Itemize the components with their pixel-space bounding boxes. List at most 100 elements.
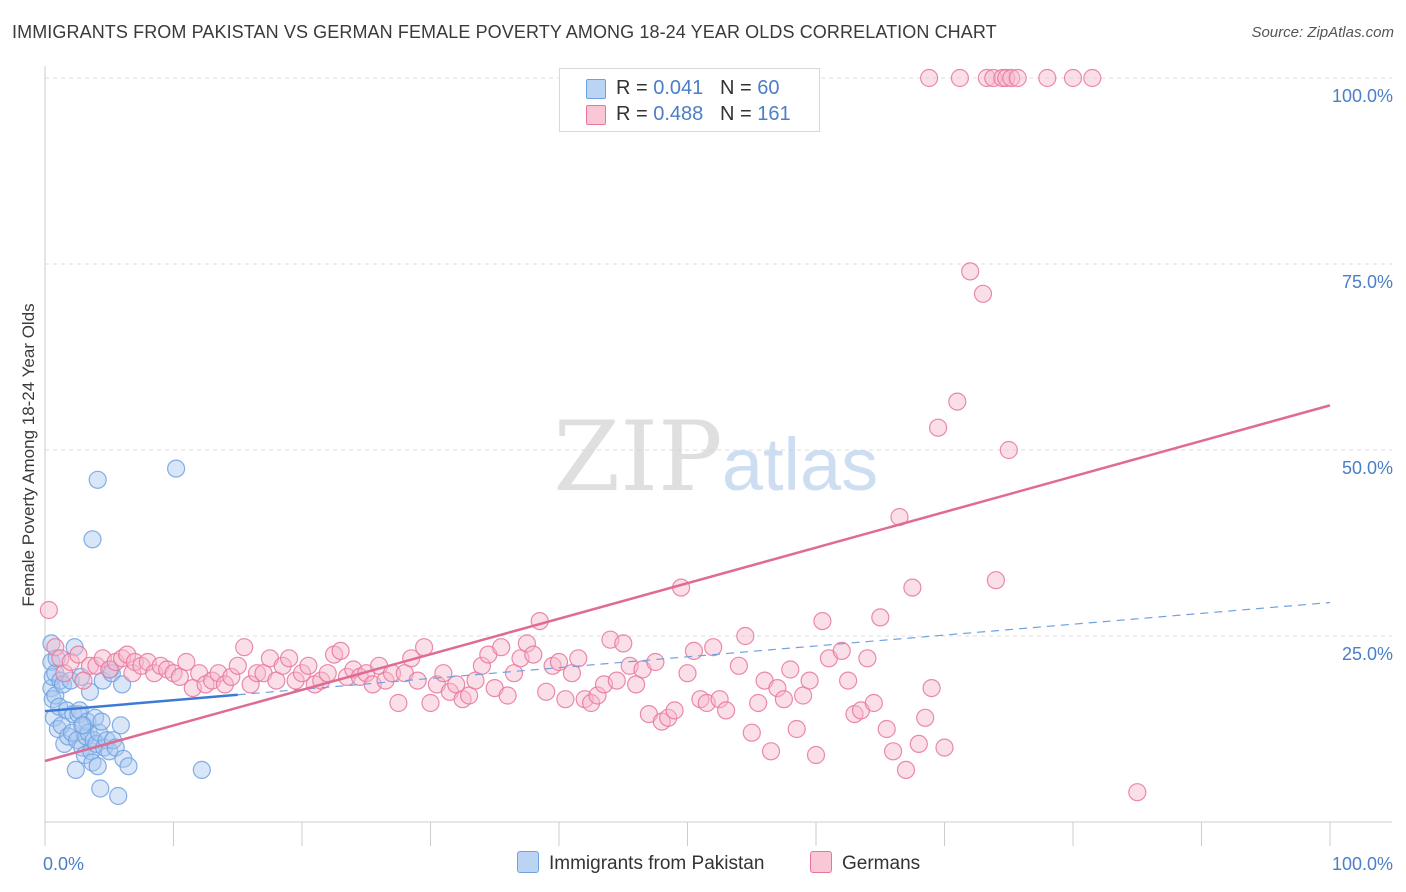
- point-germans-78: [530, 611, 549, 631]
- n-value-germans: 161: [757, 103, 791, 125]
- y-tick-label-50: 50.0%: [1342, 458, 1393, 478]
- trend-line-germans: [44, 404, 1331, 763]
- data-points: [39, 68, 1147, 806]
- axis-labels: 25.0% 50.0% 75.0% 100.0% 0.0% 100.0%: [43, 86, 1393, 874]
- point-germans-146: [919, 68, 939, 88]
- point-pakistan-38: [88, 757, 107, 776]
- grid-lines: [45, 77, 1392, 637]
- point-germans-81: [549, 652, 569, 672]
- point-germans-30: [222, 667, 241, 687]
- point-germans-13: [118, 645, 137, 664]
- point-pakistan-21: [66, 760, 85, 780]
- point-germans-147: [950, 68, 970, 88]
- point-germans-79: [537, 682, 556, 701]
- point-germans-23: [177, 652, 196, 672]
- n-value-pakistan: 60: [757, 77, 780, 99]
- point-germans-72: [492, 638, 511, 657]
- r-value-germans: 0.488: [653, 103, 704, 125]
- point-germans-0: [39, 600, 59, 620]
- point-germans-98: [659, 708, 678, 727]
- point-germans-4: [61, 652, 80, 672]
- point-germans-135: [909, 734, 928, 754]
- legend-swatch-pakistan: [517, 851, 539, 873]
- point-germans-54: [376, 671, 395, 690]
- point-pakistan-32: [80, 682, 100, 701]
- point-germans-113: [761, 742, 781, 761]
- point-pakistan-55: [88, 470, 107, 489]
- point-germans-143: [986, 571, 1006, 590]
- watermark-atlas: atlas: [722, 423, 878, 506]
- point-germans-84: [569, 649, 588, 668]
- legend-item-pakistan[interactable]: Immigrants from Pakistan: [517, 851, 764, 875]
- point-germans-156: [1083, 68, 1102, 88]
- n-label: N =: [719, 103, 758, 125]
- point-germans-121: [813, 611, 832, 631]
- y-tick-label-75: 75.0%: [1342, 272, 1393, 292]
- legend-swatch-germans: [810, 851, 832, 873]
- point-germans-74: [504, 664, 524, 683]
- swatch-pakistan: [586, 79, 606, 99]
- point-pakistan-51: [111, 716, 130, 735]
- point-germans-38: [273, 656, 292, 675]
- point-germans-144: [999, 440, 1018, 460]
- point-germans-138: [928, 418, 948, 437]
- point-germans-32: [235, 638, 254, 657]
- point-pakistan-52: [112, 675, 132, 694]
- point-germans-99: [665, 701, 684, 720]
- point-germans-116: [781, 660, 800, 679]
- y-tick-label-100: 100.0%: [1332, 86, 1393, 106]
- point-germans-118: [793, 686, 813, 705]
- trend-line-pakistan: [44, 693, 238, 713]
- point-pakistan-54: [119, 757, 138, 776]
- point-germans-73: [498, 686, 517, 705]
- point-pakistan-17: [61, 671, 80, 690]
- trend-line-pakistan-extended: [237, 601, 1331, 696]
- point-germans-39: [280, 649, 299, 668]
- axes: [44, 66, 1392, 846]
- point-germans-155: [1063, 68, 1083, 88]
- point-germans-10: [100, 660, 119, 679]
- point-germans-2: [51, 649, 70, 668]
- point-germans-141: [961, 262, 980, 281]
- point-germans-153: [1008, 68, 1027, 88]
- point-germans-31: [228, 656, 247, 675]
- point-germans-137: [922, 678, 941, 698]
- point-germans-115: [774, 690, 794, 709]
- point-germans-40: [286, 671, 305, 690]
- point-germans-56: [389, 693, 408, 713]
- point-germans-82: [556, 690, 575, 709]
- point-germans-129: [871, 608, 890, 627]
- point-germans-41: [292, 664, 312, 683]
- point-germans-154: [1038, 68, 1057, 88]
- watermark-zip: ZIP: [553, 401, 722, 513]
- point-germans-114: [768, 678, 787, 698]
- point-germans-134: [903, 578, 922, 597]
- y-tick-label-25: 25.0%: [1342, 644, 1393, 664]
- legend-item-germans[interactable]: Germans: [810, 851, 920, 875]
- point-germans-108: [729, 656, 749, 675]
- point-germans-119: [800, 671, 819, 690]
- point-germans-91: [614, 634, 633, 653]
- point-germans-77: [524, 645, 543, 664]
- point-germans-87: [588, 686, 607, 705]
- point-pakistan-58: [192, 760, 211, 780]
- point-germans-120: [806, 745, 826, 765]
- point-germans-33: [241, 675, 260, 694]
- point-pakistan-56: [83, 530, 102, 549]
- point-germans-123: [832, 641, 851, 661]
- y-axis-label: Female Poverty Among 18-24 Year Olds: [19, 303, 38, 606]
- legend-label-germans: Germans: [842, 853, 921, 874]
- point-germans-110: [742, 723, 761, 742]
- point-pakistan-41: [92, 712, 111, 731]
- x-tick-label-end: 100.0%: [1332, 854, 1393, 874]
- point-germans-34: [247, 664, 267, 683]
- point-germans-140: [948, 392, 967, 411]
- x-tick-label-start: 0.0%: [43, 854, 84, 874]
- point-germans-152: [1002, 68, 1021, 88]
- point-germans-148: [977, 68, 997, 88]
- point-germans-139: [935, 738, 954, 757]
- point-germans-1: [46, 638, 65, 657]
- source-label: Source: ZipAtlas.com: [1251, 24, 1394, 41]
- point-germans-127: [858, 649, 877, 668]
